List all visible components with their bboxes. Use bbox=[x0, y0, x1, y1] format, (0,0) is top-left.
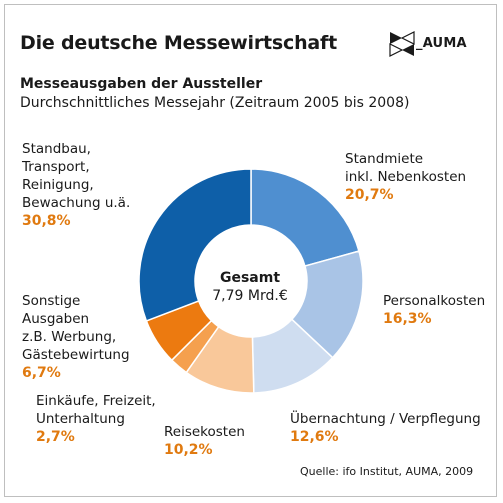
slice-label-text: Sonstige Ausgaben z.B. Werbung, Gästebew… bbox=[22, 293, 130, 363]
slice-label-text: Personalkosten bbox=[383, 293, 486, 309]
auma-logo-text: _AUMA bbox=[416, 36, 467, 51]
slice-label-text: Reisekosten bbox=[164, 424, 245, 440]
chart-subtitle-period: Durchschnittliches Messejahr (Zeitraum 2… bbox=[20, 95, 410, 111]
auma-logo-icon bbox=[389, 31, 415, 57]
slice-label-value: 20,7% bbox=[345, 187, 394, 203]
slice-label-value: 2,7% bbox=[36, 429, 75, 445]
donut-center-value: 7,79 Mrd.€ bbox=[212, 288, 288, 304]
donut-center-label: Gesamt bbox=[219, 270, 281, 286]
donut-slice-0 bbox=[250, 168, 360, 267]
slice-label-standbau: Standbau, Transport, Reinigung, Bewachun… bbox=[22, 140, 130, 230]
slice-label-value: 6,7% bbox=[22, 365, 61, 381]
auma-logo: _AUMA bbox=[388, 28, 480, 58]
slice-label-text: Standbau, Transport, Reinigung, Bewachun… bbox=[22, 141, 131, 211]
slice-label-uebernachtung: Übernachtung / Verpflegung 12,6% bbox=[290, 410, 481, 446]
slice-label-text: Einkäufe, Freizeit, Unterhaltung bbox=[36, 393, 156, 427]
slice-label-value: 10,2% bbox=[164, 442, 213, 458]
slice-label-standmiete: Standmiete inkl. Nebenkosten 20,7% bbox=[345, 150, 466, 204]
slice-label-text: Übernachtung / Verpflegung bbox=[290, 411, 481, 427]
donut-slice-6 bbox=[138, 168, 252, 322]
page-title: Die deutsche Messewirtschaft bbox=[20, 32, 337, 54]
slice-label-value: 12,6% bbox=[290, 429, 339, 445]
slice-label-personalkosten: Personalkosten 16,3% bbox=[383, 292, 485, 328]
slice-label-einkaeufe: Einkäufe, Freizeit, Unterhaltung 2,7% bbox=[36, 392, 156, 446]
slice-label-value: 16,3% bbox=[383, 311, 432, 327]
slice-label-value: 30,8% bbox=[22, 213, 71, 229]
slice-label-reisekosten: Reisekosten 10,2% bbox=[164, 423, 245, 459]
source-note: Quelle: ifo Institut, AUMA, 2009 bbox=[300, 465, 474, 478]
chart-frame bbox=[4, 4, 497, 497]
slice-label-text: Standmiete inkl. Nebenkosten bbox=[345, 151, 467, 185]
slice-label-sonstige: Sonstige Ausgaben z.B. Werbung, Gästebew… bbox=[22, 292, 130, 382]
chart-subtitle: Messeausgaben der Aussteller bbox=[20, 76, 263, 92]
